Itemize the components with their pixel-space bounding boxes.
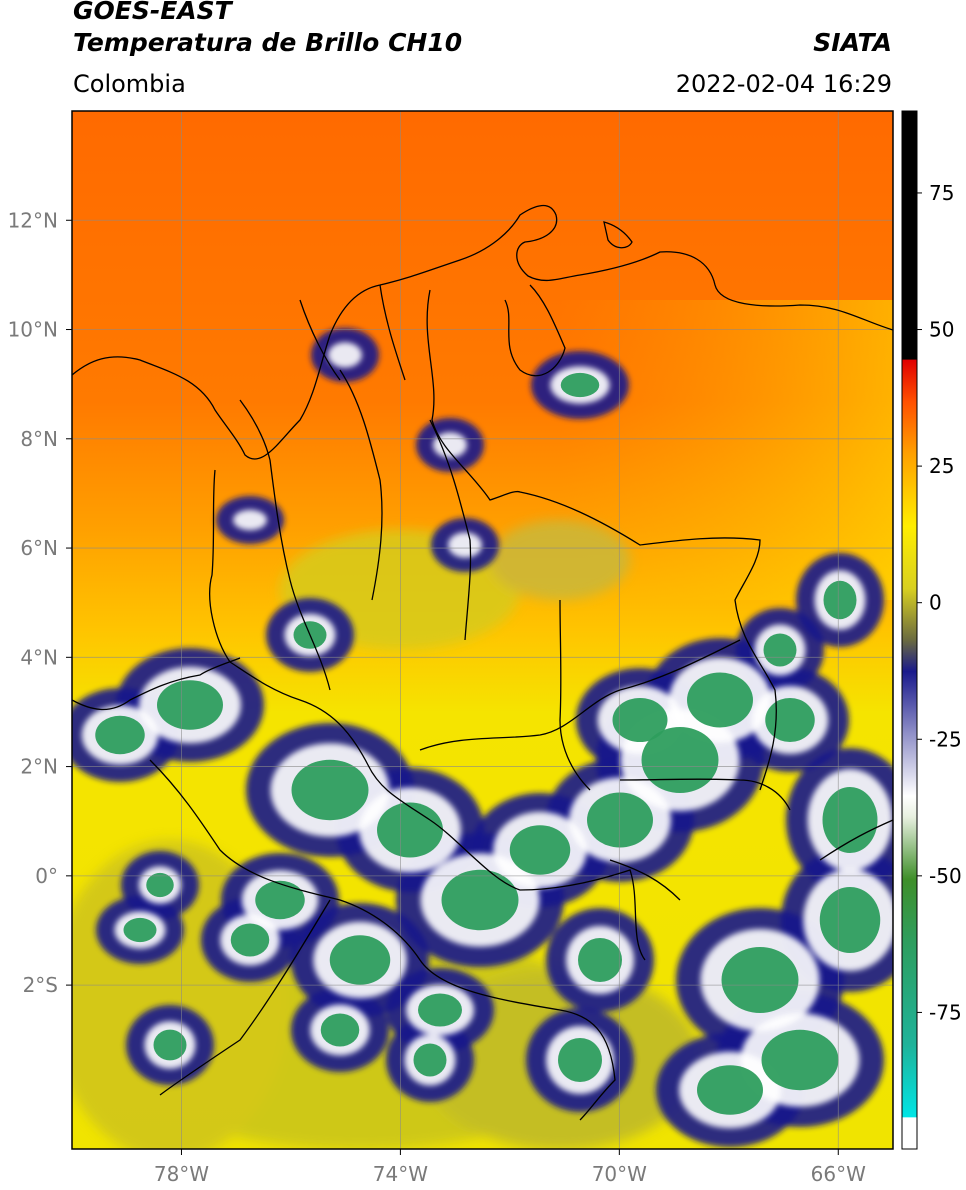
- cloud-core: [441, 869, 519, 931]
- cloud-core: [721, 947, 799, 1013]
- lat-tick-label: 4°N: [20, 645, 58, 669]
- lon-tick-label: 78°W: [154, 1162, 209, 1186]
- cloud-top: [328, 342, 362, 368]
- lon-tick-label: 70°W: [592, 1162, 647, 1186]
- map-frame: [71, 110, 894, 1150]
- colorbar-tick-label: 0: [929, 591, 942, 615]
- colorbar-tick-label: 25: [929, 454, 954, 478]
- cloud-core: [377, 802, 443, 858]
- cloud-core: [291, 759, 369, 821]
- cloud-core: [153, 1029, 187, 1061]
- colorbar-tick-label: -25: [929, 727, 962, 751]
- lat-tick-label: 12°N: [8, 208, 58, 232]
- satellite-title: GOES-EAST: [73, 0, 232, 25]
- cloud-core: [612, 698, 668, 742]
- cloud-core: [687, 672, 753, 728]
- lat-tick-label: 2°S: [23, 973, 58, 997]
- cloud-core: [641, 727, 719, 793]
- agency-label: SIATA: [813, 28, 892, 57]
- cloud-core: [819, 887, 881, 953]
- brightness-temperature-field: [72, 111, 893, 1149]
- lat-tick-label: 8°N: [20, 427, 58, 451]
- colorbar: [901, 110, 918, 1150]
- cloud-core: [823, 580, 857, 620]
- colorbar-ticks: 75 50 25 0 -25 -50 -75: [917, 181, 962, 1024]
- cloud-core: [578, 938, 622, 982]
- cloud-core: [320, 1013, 360, 1047]
- cloud-core: [329, 935, 391, 985]
- timestamp-label: 2022-02-04 16:29: [675, 70, 892, 98]
- cloud-core: [146, 872, 174, 898]
- lat-tick-label: 10°N: [8, 318, 58, 342]
- cloud-core: [822, 787, 878, 853]
- product-title: Temperatura de Brillo CH10: [73, 28, 463, 57]
- borders: [72, 204, 893, 1121]
- lat-tick-label: 2°N: [20, 755, 58, 779]
- cloud-core: [255, 880, 305, 920]
- cloud-top: [233, 509, 267, 531]
- colorbar-tick-label: 75: [929, 181, 954, 205]
- cloud-core: [761, 1029, 839, 1091]
- cloud-core: [697, 1065, 763, 1115]
- colorbar-tick-label: -75: [929, 1000, 962, 1024]
- latitude-ticks: 12°N 10°N 8°N 6°N 4°N 2°N 0° 2°S: [8, 208, 72, 997]
- cloud-core: [95, 715, 145, 755]
- lon-tick-label: 74°W: [373, 1162, 428, 1186]
- lat-tick-label: 6°N: [20, 536, 58, 560]
- lon-tick-label: 66°W: [811, 1162, 866, 1186]
- cloud-core: [230, 923, 270, 957]
- cloud-core: [558, 1038, 602, 1082]
- cloud-cores-green: [95, 372, 881, 1115]
- cloud-core: [763, 633, 797, 667]
- cloud-top: [448, 532, 482, 558]
- cloud-core: [587, 792, 653, 848]
- lat-tick-label: 0°: [35, 864, 58, 888]
- colorbar-tick-label: 50: [929, 318, 954, 342]
- region-label: Colombia: [73, 70, 186, 98]
- colorbar-tick-label: -50: [929, 864, 962, 888]
- cloud-core: [123, 917, 157, 943]
- cloud-core: [560, 372, 600, 398]
- cloud-core: [765, 698, 815, 742]
- cloud-core: [418, 993, 462, 1027]
- longitude-ticks: 78°W 74°W 70°W 66°W: [154, 1149, 866, 1186]
- cloud-core: [157, 680, 223, 730]
- cloud-core: [509, 825, 571, 875]
- cloud-core: [413, 1043, 447, 1077]
